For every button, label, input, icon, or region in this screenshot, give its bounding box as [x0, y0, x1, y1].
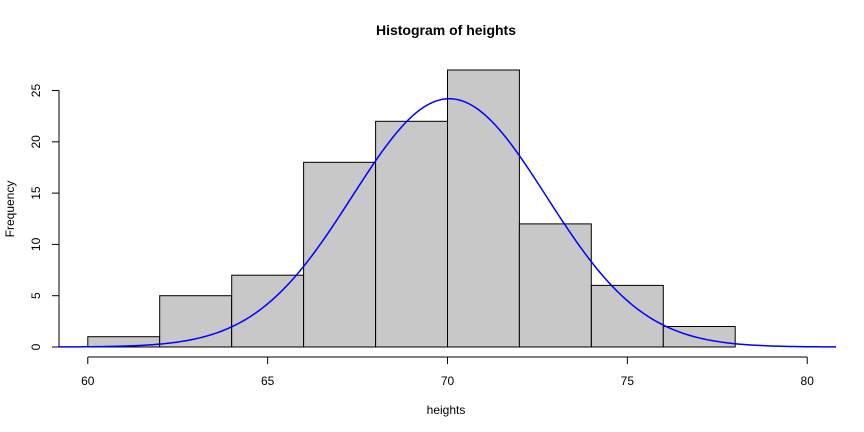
x-tick-label: 60: [81, 374, 95, 388]
y-tick-label: 20: [29, 135, 43, 149]
histogram-bar-68-70: [375, 120, 449, 348]
y-tick-label: 25: [29, 84, 43, 98]
histogram-bar-74-76: [590, 284, 664, 348]
y-axis: 0 5 10 15 20 25: [29, 84, 60, 350]
x-tick-label: 70: [441, 374, 455, 388]
x-axis-label: heights: [427, 403, 466, 417]
x-tick-label: 75: [621, 374, 635, 388]
x-tick-label: 80: [801, 374, 815, 388]
normal-density-curve: [58, 97, 837, 348]
histogram-bar-70-72: [447, 69, 520, 348]
y-tick-label: 10: [29, 237, 43, 251]
histogram-bar-72-74: [518, 223, 592, 348]
bars-group: [87, 69, 736, 348]
y-tick-label: 0: [29, 343, 43, 350]
y-axis-label: Frequency: [3, 181, 17, 238]
x-tick-label: 65: [261, 374, 275, 388]
x-axis: 60 65 70 75 80: [81, 356, 815, 388]
histogram-bar-64-66: [231, 274, 305, 348]
chart-title: Histogram of heights: [376, 22, 516, 38]
histogram-bar-66-68: [303, 161, 377, 348]
y-tick-label: 15: [29, 186, 43, 200]
y-tick-label: 5: [29, 292, 43, 299]
